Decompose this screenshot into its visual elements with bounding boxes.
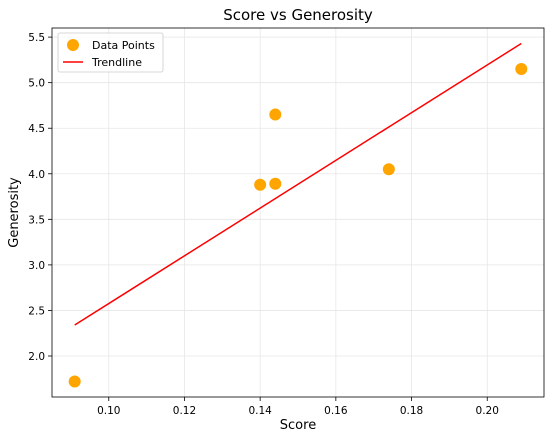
data-point (269, 108, 282, 121)
x-tick-label: 0.16 (324, 405, 348, 417)
data-point (269, 177, 282, 190)
data-point (254, 178, 267, 191)
legend-marker-data-points (67, 39, 79, 51)
y-tick-label: 2.0 (28, 351, 45, 363)
y-axis-ticks: 2.0 2.5 3.0 3.5 4.0 4.5 5.0 5.5 (28, 32, 52, 363)
y-axis-label: Generosity (7, 177, 22, 248)
y-tick-label: 5.5 (28, 32, 45, 44)
x-axis-ticks: 0.10 0.12 0.14 0.16 0.18 0.20 (97, 397, 499, 417)
y-tick-label: 4.5 (28, 123, 45, 135)
x-tick-label: 0.10 (97, 405, 120, 417)
y-tick-label: 5.0 (28, 78, 45, 90)
data-point (515, 63, 528, 75)
y-tick-label: 3.5 (28, 214, 45, 226)
y-tick-label: 2.5 (28, 305, 45, 317)
x-axis-label: Score (280, 418, 316, 433)
trendline (74, 42, 522, 326)
y-tick-label: 3.0 (28, 260, 45, 272)
legend-label-trendline: Trendline (91, 56, 142, 69)
series (68, 42, 528, 388)
plot-frame (51, 27, 545, 398)
legend-label-data-points: Data Points (92, 39, 155, 52)
x-tick-label: 0.18 (400, 405, 423, 417)
legend-box (57, 32, 164, 73)
grid (52, 28, 544, 397)
x-tick-label: 0.20 (476, 405, 499, 417)
legend: Data Points Trendline (57, 32, 164, 73)
data-point (68, 375, 81, 388)
x-tick-label: 0.14 (248, 405, 272, 417)
y-tick-label: 4.0 (28, 169, 45, 181)
chart-title: Score vs Generosity (223, 6, 373, 24)
data-point (382, 163, 395, 176)
x-tick-label: 0.12 (173, 405, 196, 417)
